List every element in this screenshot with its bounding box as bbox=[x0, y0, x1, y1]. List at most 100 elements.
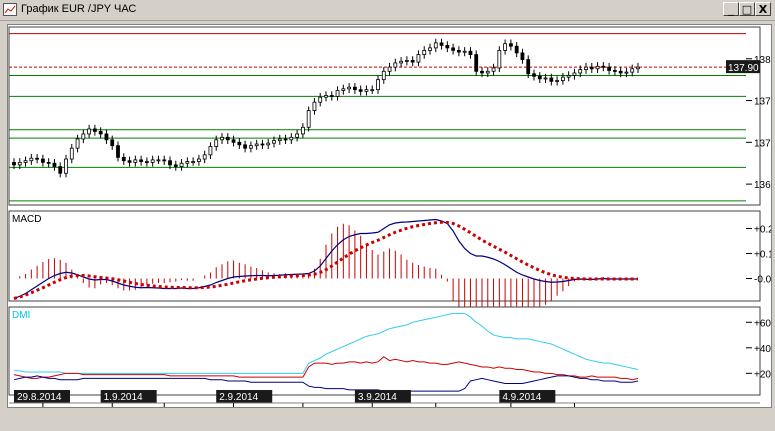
candle-body bbox=[364, 89, 369, 92]
candle-body bbox=[636, 66, 640, 70]
date-label: 2.9.2014 bbox=[216, 390, 273, 403]
candle-body bbox=[601, 65, 606, 68]
candle-body bbox=[202, 154, 207, 160]
chart-area[interactable]: 136.50 137.00 137.50 138.00137.90 MACD +0.2 +0… bbox=[7, 24, 772, 408]
candle-body bbox=[40, 158, 45, 163]
candle-body bbox=[393, 62, 398, 68]
price-tick-label: 137.00 bbox=[754, 138, 771, 149]
candle-body bbox=[497, 49, 502, 69]
dmi-tick-label: +20 bbox=[754, 369, 771, 380]
minimize-icon: _ bbox=[728, 3, 734, 16]
candle-body bbox=[456, 49, 461, 53]
candle-body bbox=[566, 75, 571, 78]
candle-body bbox=[318, 96, 323, 103]
current-price-label: 137.90 bbox=[728, 63, 759, 74]
candle-body bbox=[416, 54, 421, 63]
candle-body bbox=[312, 101, 317, 111]
candle-body bbox=[69, 147, 74, 160]
dmi-title: DMI bbox=[12, 310, 30, 321]
candle-body bbox=[208, 146, 213, 156]
candle-body bbox=[300, 126, 305, 135]
candle-body bbox=[214, 139, 219, 147]
candle-body bbox=[324, 95, 328, 98]
candle-body bbox=[254, 143, 259, 147]
candle-body bbox=[589, 66, 594, 70]
candle-body bbox=[92, 128, 97, 132]
candle-body bbox=[248, 145, 253, 149]
dmi-minus-di-line bbox=[13, 375, 639, 392]
candle-body bbox=[75, 138, 80, 149]
candle-body bbox=[474, 54, 479, 72]
candle-body bbox=[445, 44, 450, 49]
candle-body bbox=[532, 73, 536, 77]
candle-body bbox=[35, 157, 40, 160]
minimize-button[interactable]: _ bbox=[723, 2, 739, 16]
date-label-bg bbox=[100, 390, 157, 403]
dmi-tick-label: +60 bbox=[754, 318, 771, 329]
candle-body bbox=[64, 158, 68, 174]
macd-pane bbox=[8, 210, 761, 302]
candle-body bbox=[624, 71, 629, 74]
candle-body bbox=[156, 159, 161, 162]
candle-body bbox=[514, 45, 519, 54]
date-label-text: 29.8.2014 bbox=[17, 392, 62, 403]
candle-body bbox=[295, 133, 300, 138]
candle-body bbox=[87, 128, 92, 135]
candle-body bbox=[503, 43, 508, 51]
date-label: 3.9.2014 bbox=[354, 390, 411, 403]
title-bar: График EUR /JPY ЧАС _ □ X bbox=[0, 0, 775, 21]
candle-body bbox=[451, 47, 456, 51]
macd-line bbox=[13, 218, 638, 300]
candle-body bbox=[104, 133, 109, 141]
candle-body bbox=[352, 86, 357, 91]
candle-body bbox=[555, 80, 560, 82]
candle-body bbox=[428, 47, 432, 51]
dmi-tick-label: +40 bbox=[754, 344, 771, 355]
candle-body bbox=[485, 70, 490, 74]
candle-body bbox=[133, 159, 138, 163]
candle-body bbox=[168, 160, 172, 166]
chart-canvas[interactable]: 136.50 137.00 137.50 138.00137.90 MACD +0.2 +0… bbox=[8, 25, 771, 407]
candle-body bbox=[468, 50, 473, 55]
candle-body bbox=[12, 161, 16, 166]
candle-body bbox=[335, 90, 340, 97]
candle-body bbox=[462, 50, 467, 53]
candle-body bbox=[370, 89, 375, 92]
candle-body bbox=[607, 66, 612, 71]
candle-body bbox=[381, 70, 386, 81]
current-price-label-bg bbox=[726, 60, 760, 74]
candle-body bbox=[543, 77, 548, 80]
candle-body bbox=[29, 157, 34, 162]
candle-body bbox=[81, 133, 86, 140]
candle-body bbox=[46, 161, 51, 164]
close-button[interactable]: X bbox=[755, 2, 771, 16]
date-label-bg bbox=[14, 390, 70, 403]
candle-body bbox=[618, 70, 623, 74]
date-label-text: 2.9.2014 bbox=[219, 392, 258, 403]
maximize-button[interactable]: □ bbox=[739, 2, 755, 16]
macd-tick-label: +0.1 bbox=[754, 250, 771, 261]
candle-body bbox=[150, 159, 155, 163]
candle-body bbox=[243, 144, 248, 149]
candle-body bbox=[283, 138, 288, 141]
candle-body bbox=[139, 159, 144, 162]
candle-body bbox=[110, 139, 115, 147]
candle-body bbox=[121, 156, 126, 162]
candle-body bbox=[595, 65, 600, 70]
candle-body bbox=[231, 139, 236, 143]
candle-body bbox=[520, 52, 525, 60]
candle-body bbox=[537, 75, 542, 80]
date-label-bg bbox=[216, 390, 273, 403]
candle-body bbox=[329, 95, 334, 97]
candle-body bbox=[191, 161, 196, 163]
macd-signal-line bbox=[13, 220, 638, 300]
candle-body bbox=[578, 69, 583, 74]
candle-body bbox=[179, 162, 184, 167]
candle-body bbox=[410, 60, 415, 63]
price-tick-label: 138.00 bbox=[754, 55, 771, 66]
candle-body bbox=[526, 59, 531, 75]
candle-body bbox=[433, 42, 438, 49]
candle-body bbox=[98, 131, 103, 135]
date-label: 1.9.2014 bbox=[100, 390, 157, 403]
candle-body bbox=[277, 138, 282, 142]
